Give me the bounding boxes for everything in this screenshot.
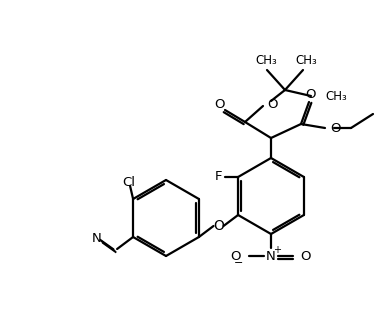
Text: CH₃: CH₃ (325, 90, 347, 103)
Text: O: O (306, 89, 316, 101)
Text: N: N (266, 250, 276, 262)
Text: N: N (92, 232, 102, 246)
Text: F: F (214, 170, 222, 183)
Text: Cl: Cl (123, 177, 136, 189)
Text: O: O (267, 97, 278, 110)
Text: O: O (215, 99, 225, 111)
Text: O: O (213, 219, 224, 233)
Text: CH₃: CH₃ (295, 55, 317, 67)
Text: CH₃: CH₃ (255, 55, 277, 67)
Text: O: O (230, 250, 241, 262)
Text: O: O (330, 121, 341, 134)
Text: −: − (234, 258, 244, 268)
Text: +: + (273, 245, 281, 255)
Text: O: O (300, 250, 310, 262)
